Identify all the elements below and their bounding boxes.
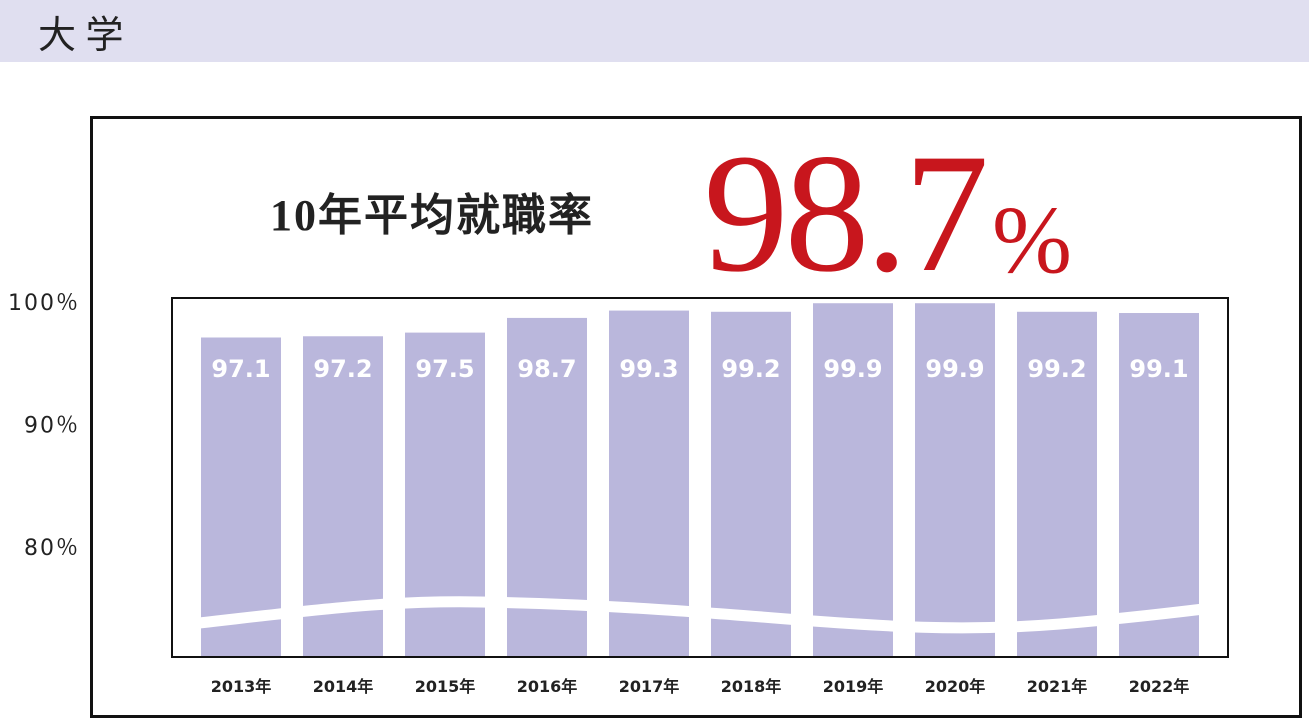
y-tick-label: 80％: [24, 536, 80, 561]
x-tick-label: 2022年: [1129, 677, 1190, 696]
value-label: 99.1: [1129, 355, 1188, 383]
plot-frame-edge: [171, 297, 1229, 658]
bar: [1119, 313, 1199, 657]
value-label: 99.9: [823, 355, 882, 383]
plot: 100％ 90％ 80％ 97.1 2013年 97.2 2014年 97.5 2015年 98.…: [8, 291, 1229, 696]
x-tick-label: 2014年: [313, 677, 374, 696]
value-label: 99.2: [1027, 355, 1086, 383]
average-unit: %: [992, 186, 1072, 293]
value-label: 99.2: [721, 355, 780, 383]
x-tick-label: 2015年: [415, 677, 476, 696]
x-tick-label: 2019年: [823, 677, 884, 696]
value-label: 97.5: [415, 355, 474, 383]
bar: [609, 310, 689, 657]
x-tick-label: 2020年: [925, 677, 986, 696]
value-label: 99.3: [619, 355, 678, 383]
header-title: 大 学: [38, 15, 124, 57]
bar: [201, 337, 281, 657]
chart-title: 10年平均就職率: [270, 191, 594, 240]
bar: [813, 303, 893, 657]
x-tick-label: 2017年: [619, 677, 680, 696]
y-tick-label: 90％: [24, 413, 80, 438]
bar: [915, 303, 995, 657]
x-tick-label: 2013年: [211, 677, 272, 696]
value-label: 98.7: [517, 355, 576, 383]
chart-frame: [90, 116, 1302, 718]
x-tick-label: 2021年: [1027, 677, 1088, 696]
x-tick-label: 2018年: [721, 677, 782, 696]
bar: [711, 311, 791, 657]
value-label: 97.1: [211, 355, 270, 383]
value-label: 97.2: [313, 355, 372, 383]
x-tick-label: 2016年: [517, 677, 578, 696]
average-value: 98.7: [704, 119, 986, 307]
bar: [1017, 311, 1097, 657]
axis-break: [171, 596, 1229, 634]
header-band: [0, 0, 1309, 62]
y-tick-label: 100％: [8, 291, 80, 316]
value-label: 99.9: [925, 355, 984, 383]
